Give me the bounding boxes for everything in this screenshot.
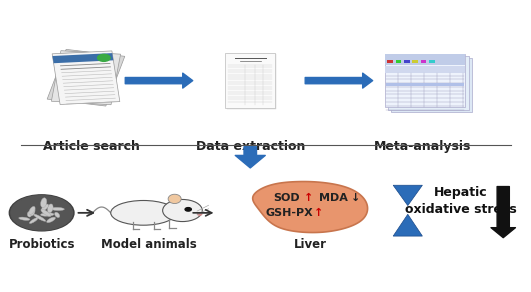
Polygon shape — [47, 49, 125, 106]
Text: ↑: ↑ — [304, 193, 313, 203]
Text: Data extraction: Data extraction — [195, 140, 305, 153]
Polygon shape — [253, 182, 367, 232]
Text: Article search: Article search — [43, 140, 140, 153]
Ellipse shape — [47, 204, 53, 213]
Ellipse shape — [51, 207, 64, 211]
Circle shape — [198, 213, 202, 215]
Ellipse shape — [40, 213, 54, 216]
FancyBboxPatch shape — [384, 54, 465, 65]
Text: Meta-analysis: Meta-analysis — [374, 140, 471, 153]
Ellipse shape — [168, 194, 181, 204]
Text: MDA: MDA — [319, 193, 348, 203]
Ellipse shape — [28, 211, 32, 217]
FancyBboxPatch shape — [412, 60, 418, 63]
Text: Liver: Liver — [294, 238, 327, 251]
Polygon shape — [227, 54, 276, 109]
Polygon shape — [52, 51, 121, 105]
FancyBboxPatch shape — [384, 66, 465, 73]
Ellipse shape — [47, 217, 55, 223]
Text: GSH-PX: GSH-PX — [266, 208, 313, 218]
Text: ↑: ↑ — [314, 208, 323, 218]
Ellipse shape — [29, 218, 38, 223]
Ellipse shape — [41, 204, 48, 211]
FancyBboxPatch shape — [404, 60, 409, 63]
Ellipse shape — [33, 214, 46, 221]
Circle shape — [98, 54, 110, 61]
Circle shape — [11, 196, 72, 230]
Ellipse shape — [19, 217, 30, 220]
Polygon shape — [52, 51, 120, 105]
Polygon shape — [393, 214, 422, 236]
Ellipse shape — [30, 207, 35, 216]
Ellipse shape — [111, 201, 176, 225]
Circle shape — [10, 195, 74, 231]
FancyBboxPatch shape — [396, 60, 401, 63]
Polygon shape — [53, 53, 113, 63]
Text: Hepatic
oxidative stress: Hepatic oxidative stress — [405, 186, 516, 216]
Ellipse shape — [41, 209, 51, 216]
Circle shape — [185, 208, 191, 211]
FancyBboxPatch shape — [421, 60, 426, 63]
FancyBboxPatch shape — [386, 83, 465, 86]
Text: ↓: ↓ — [351, 193, 361, 203]
Ellipse shape — [55, 212, 59, 218]
FancyBboxPatch shape — [387, 60, 393, 63]
FancyBboxPatch shape — [391, 58, 472, 112]
Text: Probiotics: Probiotics — [8, 238, 75, 251]
Polygon shape — [393, 185, 422, 206]
Text: SOD: SOD — [273, 193, 300, 203]
FancyBboxPatch shape — [384, 54, 465, 107]
FancyBboxPatch shape — [429, 60, 435, 63]
Text: Model animals: Model animals — [101, 238, 196, 251]
Polygon shape — [226, 53, 275, 108]
Ellipse shape — [29, 206, 35, 215]
Ellipse shape — [41, 198, 47, 208]
FancyBboxPatch shape — [388, 56, 468, 110]
Circle shape — [162, 199, 202, 222]
